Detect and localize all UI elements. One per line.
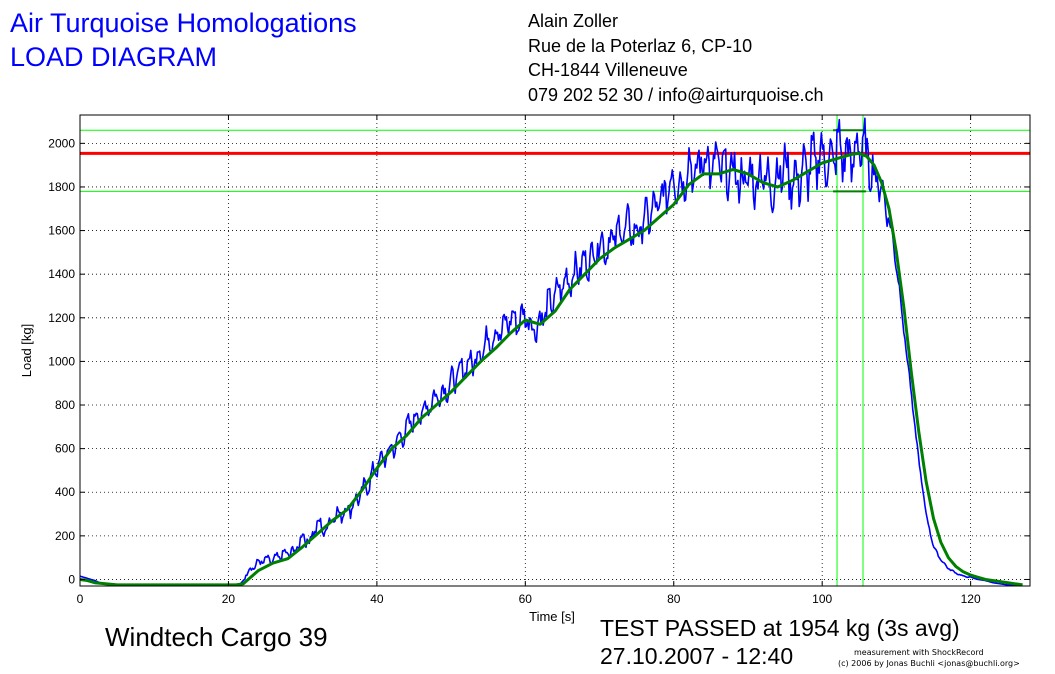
x-axis-label: Time [s] (529, 609, 575, 624)
y-tick-label: 0 (68, 572, 75, 586)
address-block: Alain Zoller Rue de la Poterlaz 6, CP-10… (528, 9, 823, 107)
test-result-text: TEST PASSED at 1954 kg (3s avg) (600, 615, 960, 641)
axis-ticks: 0 20 40 60 80 100 1200200400600800100012001400… (48, 115, 1030, 606)
address-name: Alain Zoller (528, 11, 619, 31)
x-tick-label: 100 (812, 592, 832, 606)
address-street: Rue de la Poterlaz 6, CP-10 (528, 35, 753, 56)
raw-load-line (79, 117, 1022, 586)
test-datetime: 27.10.2007 - 12:40 (600, 643, 794, 669)
chart-grid (80, 115, 1030, 586)
reference-lines (80, 115, 1030, 586)
plot-frame (79, 114, 1031, 587)
x-tick-label: 0 (77, 592, 84, 606)
y-axis-label: Load [kg] (19, 324, 34, 378)
y-tick-label: 600 (55, 442, 75, 456)
y-tick-label: 800 (55, 398, 75, 412)
credit-block: measurement with ShockRecord (c) 2006 by… (838, 647, 1020, 669)
x-tick-label: 120 (961, 592, 981, 606)
chart-subtitle: LOAD DIAGRAM (10, 42, 218, 72)
chart-series (79, 117, 1023, 587)
y-tick-label: 1000 (48, 354, 75, 368)
y-tick-label: 2000 (48, 136, 75, 150)
x-tick-label: 60 (519, 592, 533, 606)
x-tick-label: 80 (667, 592, 681, 606)
test-result: TEST PASSED at 1954 kg (3s avg) 27.10.20… (600, 614, 960, 670)
avg-load-line (79, 151, 1023, 587)
y-tick-label: 200 (55, 529, 75, 543)
y-tick-label: 1200 (48, 311, 75, 325)
address-contact: 079 202 52 30 / info@airturquoise.ch (528, 84, 824, 105)
credit-line-1: measurement with ShockRecord (854, 648, 984, 657)
y-tick-label: 1800 (48, 180, 75, 194)
glider-name: Windtech Cargo 39 (105, 622, 328, 652)
address-city: CH-1844 Villeneuve (528, 60, 688, 80)
chart-title: Air Turquoise Homologations (10, 8, 357, 38)
x-tick-label: 40 (370, 592, 384, 606)
y-tick-label: 1400 (48, 267, 75, 281)
y-tick-label: 400 (55, 485, 75, 499)
x-tick-label: 20 (222, 592, 236, 606)
credit-line-2: (c) 2006 by Jonas Buchli <jonas@buchli.o… (838, 659, 1020, 668)
y-tick-label: 1600 (48, 224, 75, 238)
